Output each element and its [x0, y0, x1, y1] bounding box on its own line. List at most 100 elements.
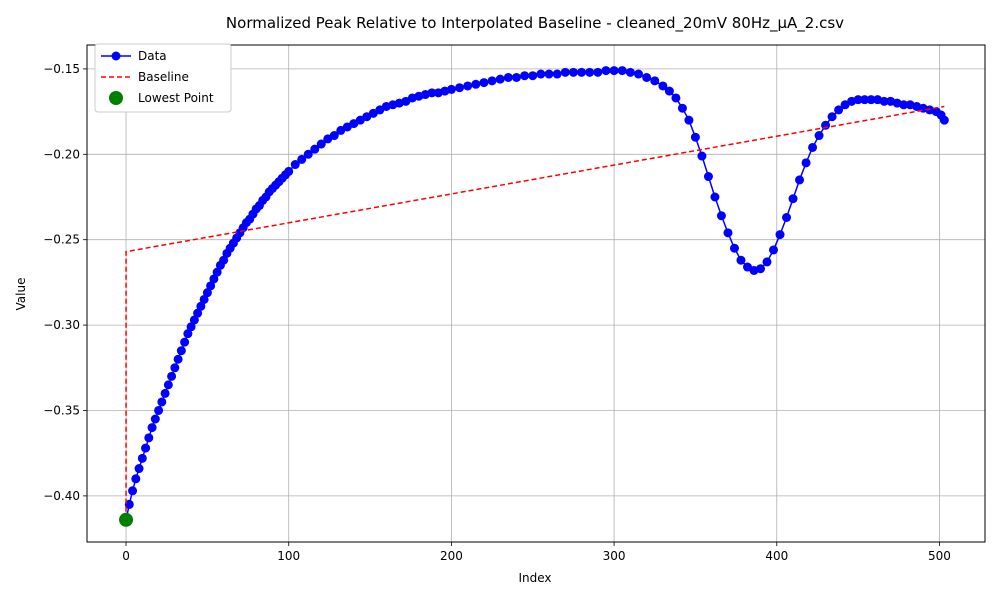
data-point: [650, 76, 660, 86]
x-axis-label: Index: [518, 571, 551, 585]
x-tick-label: 400: [765, 549, 788, 563]
data-point: [157, 397, 167, 407]
data-point: [736, 255, 746, 265]
data-point: [176, 346, 186, 356]
data-point: [697, 151, 707, 161]
legend-label-lowest-point: Lowest Point: [138, 91, 214, 105]
chart-title: Normalized Peak Relative to Interpolated…: [226, 14, 844, 33]
legend-lowest-point-swatch: [109, 91, 123, 105]
data-point: [769, 245, 779, 255]
data-point: [633, 69, 643, 79]
data-point: [134, 464, 144, 474]
grid-lines: [87, 45, 985, 542]
data-point: [303, 149, 313, 159]
data-point: [671, 93, 681, 103]
data-point: [716, 211, 726, 221]
data-point: [853, 95, 863, 105]
data-point: [206, 281, 216, 291]
data-point: [193, 308, 203, 318]
data-point: [834, 105, 844, 115]
data-point: [199, 294, 209, 304]
data-point: [601, 66, 611, 76]
data-point: [568, 67, 578, 77]
data-point: [520, 71, 530, 81]
data-point: [202, 288, 212, 298]
data-point: [703, 172, 713, 182]
x-tick-label: 500: [928, 549, 951, 563]
data-point: [124, 499, 134, 509]
data-point: [658, 81, 668, 91]
data-point: [684, 115, 694, 125]
data-point: [310, 144, 320, 154]
data-point: [186, 322, 196, 332]
data-point: [795, 175, 805, 185]
data-point: [782, 212, 792, 222]
data-point: [560, 67, 570, 77]
data-point: [170, 363, 180, 373]
data-point: [723, 228, 733, 238]
y-tick-label: −0.35: [43, 403, 80, 417]
data-point: [939, 115, 949, 125]
data-point: [284, 166, 294, 176]
y-tick-label: −0.15: [43, 62, 80, 76]
y-tick-label: −0.30: [43, 318, 80, 332]
data-point: [167, 371, 177, 381]
data-point: [866, 95, 876, 105]
data-point: [814, 131, 824, 141]
y-tick-label: −0.20: [43, 147, 80, 161]
series-layer: [119, 66, 949, 527]
data-point: [625, 67, 635, 77]
data-point: [585, 67, 595, 77]
data-point: [329, 131, 339, 141]
plot-frame: [86, 44, 986, 543]
data-point: [762, 257, 772, 267]
data-point: [189, 315, 199, 325]
data-point: [150, 414, 160, 424]
data-point: [808, 142, 818, 152]
data-point: [860, 95, 870, 105]
x-tick-label: 100: [277, 549, 300, 563]
data-point: [677, 103, 687, 113]
data-point: [316, 139, 326, 149]
data-point: [154, 405, 164, 415]
data-point: [801, 158, 811, 168]
x-tick-label: 200: [440, 549, 463, 563]
data-point: [479, 78, 489, 88]
data-point: [137, 453, 147, 463]
legend-label-baseline: Baseline: [138, 70, 189, 84]
data-point: [593, 67, 603, 77]
legend-label-data: Data: [138, 49, 167, 63]
data-point: [710, 192, 720, 202]
data-point: [212, 267, 222, 277]
y-tick-label: −0.25: [43, 233, 80, 247]
data-point: [128, 486, 138, 496]
lowest-point-marker: [119, 512, 134, 527]
data-point: [183, 329, 193, 339]
data-point: [427, 88, 437, 98]
data-point: [879, 96, 889, 106]
data-point: [552, 69, 562, 79]
baseline-line: [125, 105, 945, 520]
y-axis-label: Value: [14, 278, 28, 311]
data-point: [827, 112, 837, 122]
data-point: [219, 255, 229, 265]
y-tick-label: −0.40: [43, 489, 80, 503]
data-point: [131, 474, 141, 484]
data-point: [471, 79, 481, 89]
data-point: [899, 100, 909, 110]
data-point: [756, 264, 765, 274]
data-point: [528, 71, 538, 81]
legend-box: [94, 43, 232, 113]
legend-data-marker-swatch: [111, 51, 121, 61]
data-point: [446, 84, 456, 94]
data-point: [729, 243, 739, 253]
data-point: [642, 72, 652, 82]
data-point: [487, 76, 497, 86]
data-point: [511, 72, 521, 82]
data-point: [147, 423, 157, 433]
axis-ticks: 0 100 200 300 400 500 −0.40 −0.35 −0.30 −0.25 −0.2…: [43, 62, 951, 563]
data-point: [455, 83, 465, 93]
data-point: [609, 66, 619, 76]
